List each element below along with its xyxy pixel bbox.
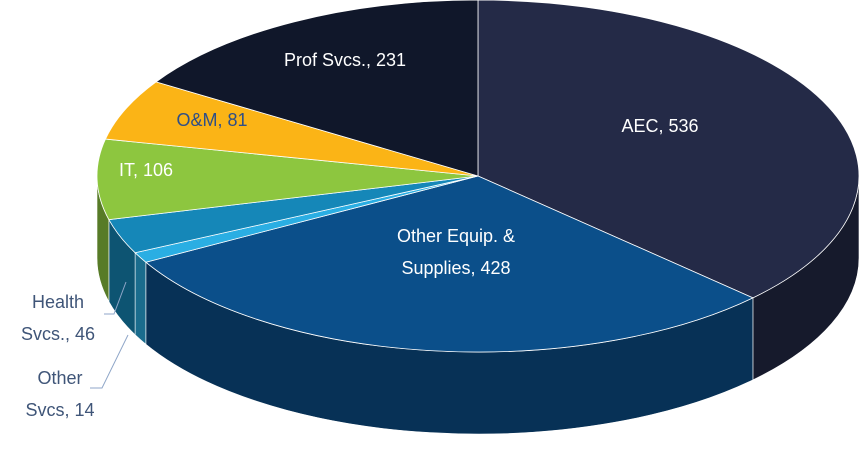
pie-slice	[96, 138, 479, 221]
data-label: IT, 106	[118, 160, 174, 180]
pie-slice-side	[134, 252, 147, 345]
leader-line	[90, 334, 129, 389]
data-label: AEC, 536	[621, 116, 699, 136]
pie-slice	[104, 81, 479, 177]
data-label: Other Equip. & Supplies, 428	[396, 226, 516, 278]
pie-slice	[155, 0, 479, 177]
leader-line	[104, 281, 127, 315]
pie-slice	[477, 0, 860, 299]
data-label: Health Svcs., 46	[20, 292, 96, 344]
pie-tops	[96, 0, 860, 353]
pie-slice	[144, 175, 754, 353]
data-label: O&M, 81	[176, 110, 248, 130]
data-label: Other Svcs, 14	[25, 368, 95, 420]
data-label: Prof Svcs., 231	[283, 50, 407, 70]
